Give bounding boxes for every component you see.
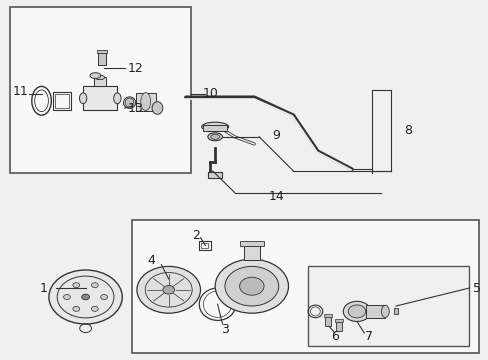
Bar xyxy=(97,50,106,53)
Ellipse shape xyxy=(90,73,101,78)
Bar xyxy=(243,246,260,260)
Bar xyxy=(94,77,106,86)
Bar xyxy=(393,308,397,314)
Text: 4: 4 xyxy=(147,255,155,267)
Bar xyxy=(83,86,117,110)
Circle shape xyxy=(101,294,107,300)
Bar xyxy=(207,172,221,178)
Text: 7: 7 xyxy=(365,330,372,343)
Ellipse shape xyxy=(381,305,388,318)
Text: 9: 9 xyxy=(272,129,280,141)
Ellipse shape xyxy=(201,122,228,131)
Circle shape xyxy=(215,259,288,313)
Circle shape xyxy=(73,283,80,288)
Ellipse shape xyxy=(113,93,121,104)
Ellipse shape xyxy=(79,93,87,104)
Circle shape xyxy=(49,270,122,324)
Circle shape xyxy=(347,305,365,318)
Bar xyxy=(365,305,385,318)
Bar xyxy=(136,93,155,111)
Bar xyxy=(336,322,342,331)
Bar xyxy=(203,125,227,131)
Bar xyxy=(335,319,343,322)
Ellipse shape xyxy=(123,97,136,108)
Text: 1: 1 xyxy=(40,282,48,294)
Circle shape xyxy=(224,266,278,306)
Circle shape xyxy=(163,285,174,294)
Text: 10: 10 xyxy=(202,87,218,100)
Circle shape xyxy=(343,301,370,321)
Circle shape xyxy=(63,294,70,300)
Bar xyxy=(55,94,69,108)
Bar xyxy=(98,53,105,65)
Bar xyxy=(325,317,330,326)
Ellipse shape xyxy=(207,133,222,141)
Text: 6: 6 xyxy=(330,330,338,343)
Bar xyxy=(324,314,331,317)
Ellipse shape xyxy=(152,102,163,114)
Bar xyxy=(198,241,210,250)
Text: 12: 12 xyxy=(128,62,143,75)
Bar xyxy=(132,220,478,353)
Text: 11: 11 xyxy=(13,85,28,98)
Bar xyxy=(201,243,208,248)
Circle shape xyxy=(91,306,98,311)
Text: 8: 8 xyxy=(404,124,411,137)
Ellipse shape xyxy=(141,93,150,111)
Circle shape xyxy=(91,283,98,288)
Bar xyxy=(239,241,264,246)
Bar xyxy=(10,7,190,173)
Text: 14: 14 xyxy=(268,190,284,203)
Ellipse shape xyxy=(125,98,134,107)
Ellipse shape xyxy=(95,75,104,80)
Text: 3: 3 xyxy=(221,323,228,336)
Text: 5: 5 xyxy=(472,282,480,294)
Circle shape xyxy=(137,266,200,313)
Circle shape xyxy=(239,277,264,295)
Circle shape xyxy=(73,306,80,311)
Bar xyxy=(307,266,468,346)
Circle shape xyxy=(81,294,89,300)
Ellipse shape xyxy=(210,134,219,139)
Text: 13: 13 xyxy=(128,102,143,114)
Bar xyxy=(53,92,71,110)
Text: 2: 2 xyxy=(191,229,199,242)
